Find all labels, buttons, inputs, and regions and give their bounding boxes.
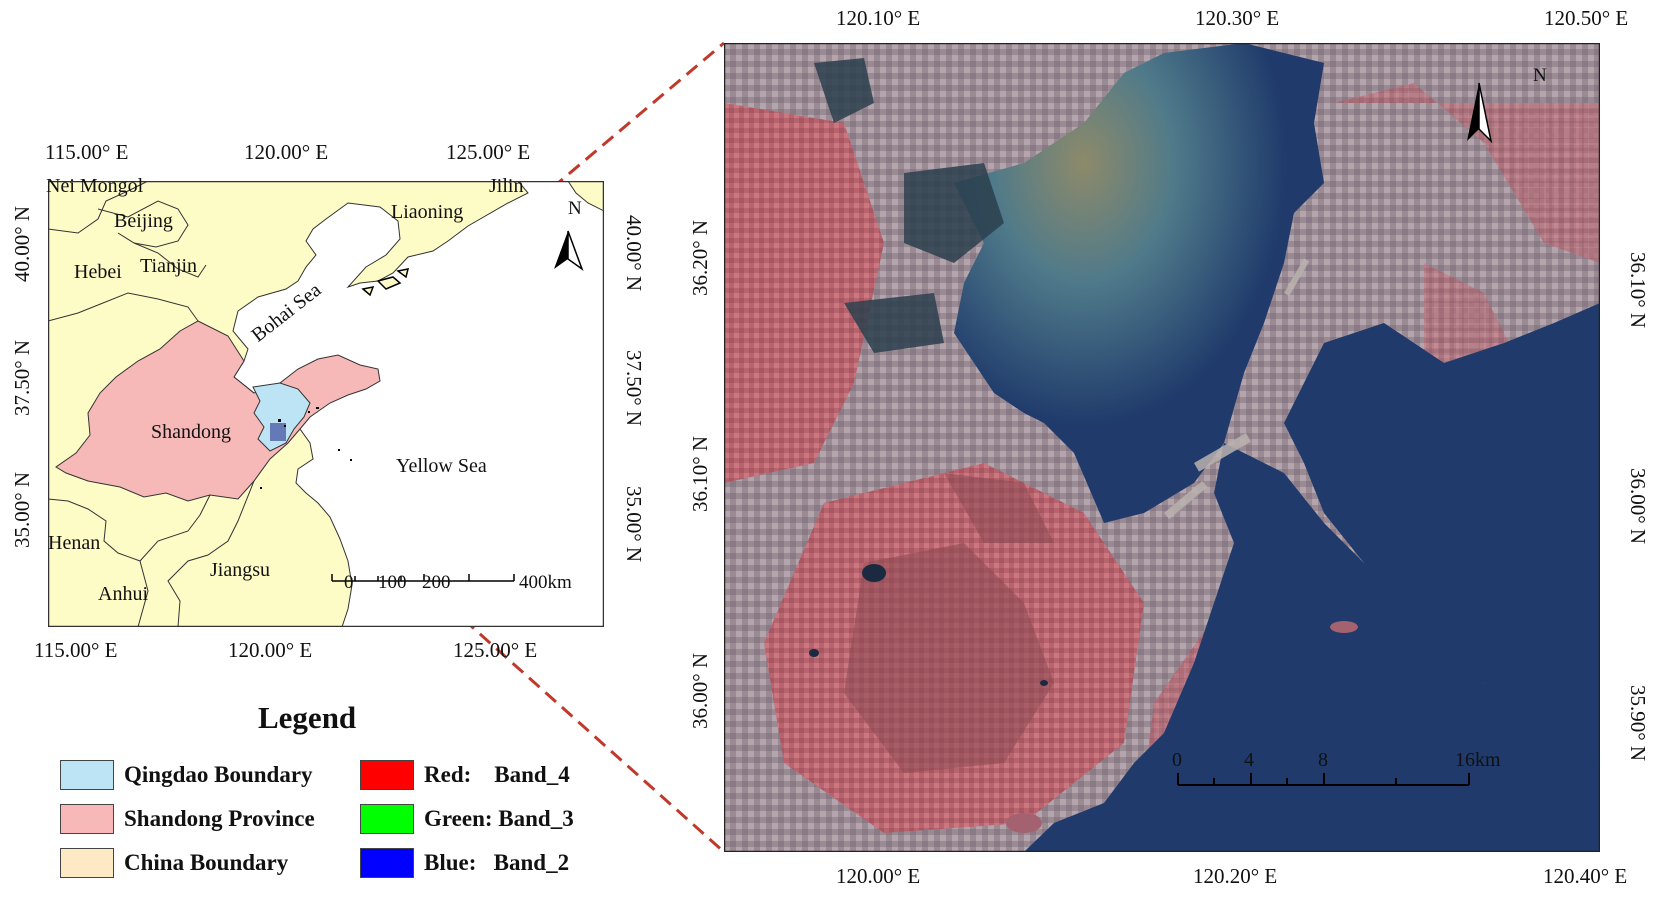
detail-top-lon-3: 120.50° E — [1544, 6, 1629, 30]
label-shandong: Shandong — [151, 421, 231, 443]
overview-north-arrow — [554, 230, 584, 272]
yellow-sea-water — [1024, 443, 1600, 852]
label-yellow-sea: Yellow Sea — [396, 455, 487, 477]
detail-bottom-lon-1: 120.00° E — [836, 864, 921, 888]
detail-scale-16km: 16km — [1455, 749, 1501, 771]
harbor-piers — [1164, 258, 1310, 520]
jiaozhou-bay — [954, 43, 1324, 523]
small-islands — [1006, 621, 1358, 833]
legend-swatch-china — [60, 848, 114, 878]
overview-right-lat-1: 40.00° N — [622, 215, 646, 292]
legend-item-china: China Boundary — [60, 848, 288, 878]
detail-top-lon-2: 120.30° E — [1195, 6, 1280, 30]
detail-left-lat-2: 36.10° N — [688, 435, 712, 512]
overview-bottom-lon-1: 115.00° E — [34, 638, 118, 662]
legend-label-shandong: Shandong Province — [124, 806, 315, 831]
legend-label-red: Red: Band_4 — [424, 762, 570, 787]
detail-right-lat-1: 36.10° N — [1626, 252, 1650, 329]
legend-label-blue: Blue: Band_2 — [424, 850, 570, 875]
legend-swatch-qingdao — [60, 760, 114, 790]
overview-right-lat-2: 37.50° N — [622, 350, 646, 427]
overview-left-lat-3: 35.00° N — [10, 471, 34, 548]
detail-scale-4: 4 — [1244, 749, 1254, 771]
overview-map-frame — [48, 181, 604, 627]
overview-left-lat-1: 40.00° N — [10, 205, 34, 282]
legend-swatch-green — [360, 804, 414, 834]
korea-land — [567, 181, 604, 212]
detail-scale-bar — [1177, 773, 1470, 786]
label-tianjin: Tianjin — [140, 255, 198, 277]
salt-ponds — [814, 58, 1004, 353]
liaodong-islands — [361, 268, 410, 297]
overview-scale-200: 200 — [422, 572, 451, 593]
label-jiangsu: Jiangsu — [210, 559, 270, 581]
legend-label-green: Green: Band_3 — [424, 806, 574, 831]
label-beijing: Beijing — [114, 210, 173, 232]
overview-north-label: N — [568, 198, 582, 219]
overview-bottom-lon-3: 125.00° E — [453, 638, 538, 662]
satellite-image — [724, 43, 1600, 852]
shandong-province — [55, 320, 381, 502]
detail-top-lon-1: 120.10° E — [836, 6, 921, 30]
qingdao-image-footprint — [270, 423, 286, 441]
label-hebei: Hebei — [74, 261, 122, 283]
legend-title: Legend — [258, 700, 357, 735]
legend-item-qingdao: Qingdao Boundary — [60, 760, 313, 790]
detail-bottom-lon-2: 120.20° E — [1193, 864, 1278, 888]
legend-item-green-band: Green: Band_3 — [360, 804, 574, 834]
overview-right-lat-3: 35.00° N — [622, 486, 646, 563]
overview-left-lat-2: 37.50° N — [10, 339, 34, 416]
sea-east — [1284, 303, 1600, 763]
label-henan: Henan — [48, 532, 101, 554]
overview-top-lon-1: 115.00° E — [45, 140, 129, 164]
overview-scale-0: 0 — [344, 572, 354, 593]
legend-label-qingdao: Qingdao Boundary — [124, 762, 313, 787]
legend-item-blue-band: Blue: Band_2 — [360, 848, 569, 878]
coastal-islands — [260, 407, 352, 489]
detail-scale-8: 8 — [1318, 749, 1328, 771]
overview-scale-100: 100 — [378, 572, 407, 593]
mountain-areas — [844, 473, 1054, 773]
detail-left-lat-1: 36.20° N — [688, 219, 712, 296]
overview-bottom-lon-2: 120.00° E — [228, 638, 313, 662]
detail-right-lat-3: 35.90° N — [1626, 685, 1650, 762]
legend-swatch-red — [360, 760, 414, 790]
detail-left-lat-3: 36.00° N — [688, 652, 712, 729]
qingdao-boundary — [252, 382, 311, 452]
legend-item-shandong: Shandong Province — [60, 804, 315, 834]
legend-swatch-shandong — [60, 804, 114, 834]
label-liaoning: Liaoning — [391, 201, 464, 223]
overview-scale-400km: 400km — [519, 572, 572, 593]
inland-lakes — [809, 564, 1048, 686]
legend-label-china: China Boundary — [124, 850, 289, 875]
legend-swatch-blue — [360, 848, 414, 878]
overview-scale-bar — [331, 574, 515, 582]
legend-item-red-band: Red: Band_4 — [360, 760, 570, 790]
detail-right-lat-2: 36.00° N — [1626, 468, 1650, 545]
detail-north-label: N — [1533, 65, 1547, 86]
detail-bottom-lon-3: 120.40° E — [1543, 864, 1628, 888]
detail-scale-0: 0 — [1172, 749, 1182, 771]
label-anhui: Anhui — [98, 583, 148, 605]
label-nei-mongol: Nei Mongol — [46, 175, 144, 197]
overview-top-lon-2: 120.00° E — [244, 140, 329, 164]
overview-top-lon-3: 125.00° E — [446, 140, 531, 164]
detail-north-arrow — [1467, 82, 1493, 144]
label-jilin: Jilin — [489, 175, 524, 197]
province-borders — [48, 181, 255, 627]
